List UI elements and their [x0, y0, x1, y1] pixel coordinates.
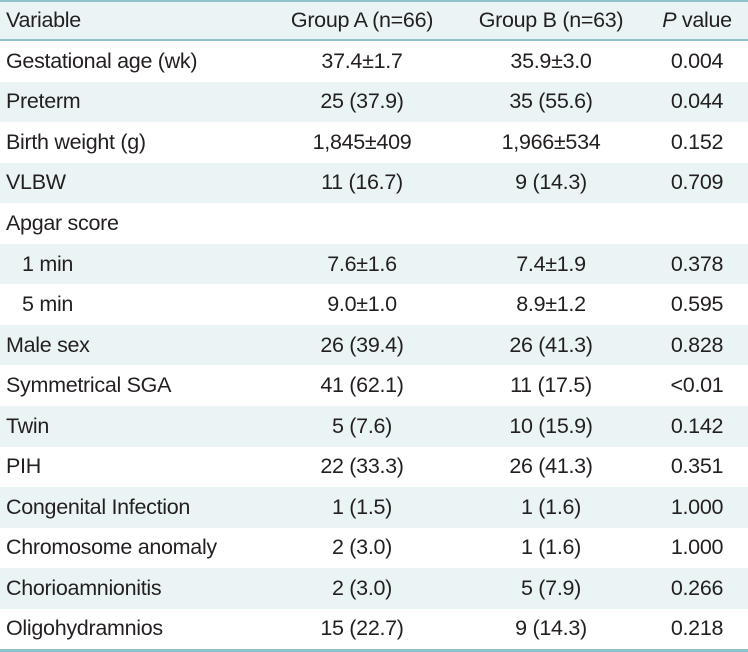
row-group-b-cell: 9 (14.3)	[515, 616, 587, 641]
row-group-b-cell: 26 (41.3)	[509, 332, 593, 357]
row-group-a-cell: 7.6±1.6	[327, 251, 397, 276]
table-row: Chromosome anomaly 2 (3.0) 1 (1.6) 1.000	[0, 528, 748, 569]
row-p-value-cell: 0.595	[670, 292, 724, 317]
row-group-a-cell: 15 (22.7)	[320, 616, 404, 641]
row-group-a-cell: 5 (7.6)	[331, 413, 393, 438]
row-p-value-cell: 0.351	[670, 454, 724, 479]
row-group-a-cell: 41 (62.1)	[320, 373, 404, 398]
row-group-b-cell: 1,966±534	[501, 129, 601, 154]
row-group-a-cell: 9.0±1.0	[327, 292, 397, 317]
row-group-b-cell: 35.9±3.0	[510, 48, 592, 73]
table-row: Birth weight (g) 1,845±409 1,966±534 0.152	[0, 122, 748, 163]
table-top-rule	[0, 0, 748, 2]
header-variable: Variable	[6, 8, 81, 32]
row-group-b-cell: 5 (7.9)	[520, 575, 582, 600]
row-p-value-cell: 0.378	[670, 251, 724, 276]
row-group-a-cell: 11 (16.7)	[321, 170, 403, 195]
row-group-b-cell: 1 (1.6)	[520, 494, 582, 519]
table-row: Preterm 25 (37.9) 35 (55.6) 0.044	[0, 81, 748, 123]
header-group-b: Group B (n=63)	[478, 8, 624, 32]
row-p-value-cell: 0.152	[670, 129, 724, 154]
row-group-b-cell: 11 (17.5)	[510, 373, 592, 398]
table-row: Male sex 26 (39.4) 26 (41.3) 0.828	[0, 324, 748, 366]
row-group-a-cell: 37.4±1.7	[321, 48, 403, 73]
row-group-b-cell: 9 (14.3)	[515, 170, 587, 195]
table-bottom-rule	[0, 649, 748, 652]
table-row: Symmetrical SGA 41 (62.1) 11 (17.5) <0.01	[0, 365, 748, 406]
row-group-a-cell: 26 (39.4)	[320, 332, 404, 357]
row-variable-cell: VLBW	[6, 170, 66, 195]
row-variable-cell: Symmetrical SGA	[6, 373, 172, 398]
row-group-b-cell: 26 (41.3)	[509, 454, 593, 479]
table-row: 1 min 7.6±1.6 7.4±1.9 0.378	[0, 243, 748, 285]
row-group-a-cell: 2 (3.0)	[331, 535, 393, 560]
row-group-b-cell: 10 (15.9)	[509, 413, 593, 438]
row-group-a-cell: 1,845±409	[312, 129, 412, 154]
row-variable-cell: Birth weight (g)	[6, 129, 146, 154]
row-p-value-cell: 0.004	[670, 48, 724, 73]
row-p-value-cell: <0.01	[670, 373, 724, 398]
row-p-value-cell: 0.218	[670, 616, 724, 641]
table-row: Gestational age (wk) 37.4±1.7 35.9±3.0 0.00…	[0, 41, 748, 82]
row-variable-cell: Chorioamnionitis	[6, 575, 162, 600]
header-group-a: Group A (n=66)	[290, 8, 434, 32]
table-header-row: Variable Group A (n=66) Group B (n=63) P…	[0, 2, 748, 39]
row-group-a-cell: 1 (1.5)	[331, 494, 393, 519]
table-row: PIH 22 (33.3) 26 (41.3) 0.351	[0, 447, 748, 488]
table-row: 5 min 9.0±1.0 8.9±1.2 0.595	[0, 284, 748, 325]
table-row: VLBW 11 (16.7) 9 (14.3) 0.709	[0, 162, 748, 204]
row-group-a-cell: 2 (3.0)	[331, 575, 393, 600]
row-p-value-cell: 0.044	[670, 89, 724, 114]
row-p-value-cell: 0.142	[670, 413, 724, 438]
header-p-italic: P	[662, 8, 677, 32]
row-p-value-cell: 0.828	[670, 332, 724, 357]
row-variable-cell: Chromosome anomaly	[6, 535, 217, 560]
row-variable-cell: Congenital Infection	[6, 494, 191, 519]
row-p-value-cell: 1.000	[670, 494, 724, 519]
row-p-value-cell: 0.266	[670, 575, 724, 600]
table-row: Chorioamnionitis 2 (3.0) 5 (7.9) 0.266	[0, 568, 748, 609]
row-group-b-cell: 35 (55.6)	[509, 89, 593, 114]
row-variable-cell: 5 min	[22, 292, 74, 317]
table-header-rule	[0, 39, 748, 41]
row-variable-cell: PIH	[6, 454, 41, 479]
header-p-value: P value	[640, 8, 748, 33]
row-variable-cell: Male sex	[6, 332, 90, 357]
row-group-b-cell: 7.4±1.9	[516, 251, 586, 276]
table-row: Apgar score	[0, 203, 748, 244]
row-group-b-cell: 1 (1.6)	[520, 535, 582, 560]
table-row: Oligohydramnios 15 (22.7) 9 (14.3) 0.218	[0, 609, 748, 650]
row-p-value-cell: 1.000	[670, 535, 724, 560]
row-variable-cell: Oligohydramnios	[6, 616, 163, 641]
row-group-a-cell: 22 (33.3)	[320, 454, 404, 479]
header-p-rest: value	[676, 8, 732, 32]
row-variable-cell: Preterm	[6, 89, 81, 114]
row-group-a-cell: 25 (37.9)	[320, 89, 404, 114]
row-group-b-cell: 8.9±1.2	[516, 292, 586, 317]
row-variable-cell: Apgar score	[6, 210, 119, 235]
row-p-value-cell: 0.709	[670, 170, 724, 195]
table-row: Twin 5 (7.6) 10 (15.9) 0.142	[0, 405, 748, 447]
table-row: Congenital Infection 1 (1.5) 1 (1.6) 1.000	[0, 487, 748, 528]
row-variable-cell: Twin	[6, 413, 50, 438]
row-variable-cell: 1 min	[22, 251, 74, 276]
row-variable-cell: Gestational age (wk)	[6, 48, 198, 73]
